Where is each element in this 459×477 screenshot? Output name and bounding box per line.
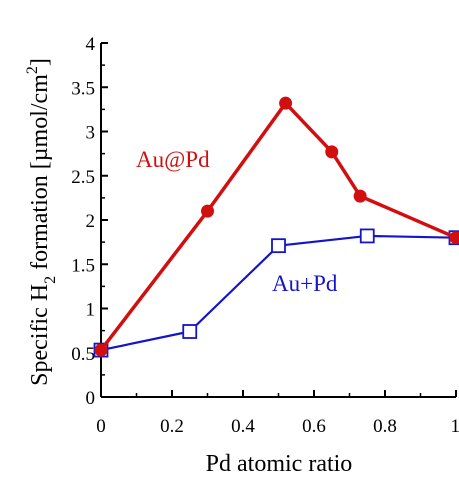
y-tick-label: 2 <box>86 211 96 232</box>
y-title-superscript: 2 <box>24 66 41 74</box>
labels-layer: Au@Pd Au+Pd <box>136 147 338 296</box>
data-point-au-at-pd <box>353 189 367 203</box>
y-title-prefix: Specific H <box>27 284 53 386</box>
data-point-au-plus-pd <box>359 228 375 244</box>
data-point-au-at-pd <box>279 96 293 110</box>
data-point-au-at-pd <box>449 231 459 245</box>
y-tick-label: 3.5 <box>71 78 95 99</box>
x-tick-label: 0 <box>96 416 106 437</box>
data-point-au-at-pd <box>325 145 339 159</box>
y-title-subscript: 2 <box>42 276 59 284</box>
y-title-suffix: ] <box>27 58 53 66</box>
data-point-au-plus-pd <box>271 238 286 254</box>
y-tick-label: 0.5 <box>71 344 95 365</box>
data-point-au-at-pd <box>94 343 108 357</box>
y-tick-label: 1.5 <box>71 255 95 276</box>
series-label-au-plus-pd: Au+Pd <box>272 271 338 296</box>
x-tick-label: 1 <box>451 416 459 437</box>
series-line-au-at-pd <box>99 101 457 352</box>
x-tick-label: 0.4 <box>231 416 255 437</box>
axes: 0 0.5 1 1.5 2 2.5 3 3.5 4 0 0.2 0.4 0.6 0.8 1 <box>71 34 459 437</box>
x-tick-label: 0.6 <box>302 416 326 437</box>
y-axis-title: Specific H2 formation [µmol/cm2] <box>24 58 59 386</box>
y-title-middle: formation [µmol/cm <box>27 74 53 276</box>
y-tick-label: 0 <box>86 388 96 409</box>
series-label-au-at-pd: Au@Pd <box>136 147 210 172</box>
y-tick-label: 4 <box>86 34 96 55</box>
x-tick-label: 0.8 <box>373 416 397 437</box>
x-tick-label: 0.2 <box>160 416 184 437</box>
x-axis-title: Pd atomic ratio <box>206 451 353 477</box>
y-tick-label: 3 <box>86 123 96 144</box>
data-point-au-plus-pd <box>182 324 198 339</box>
data-point-au-at-pd <box>201 204 214 218</box>
series-layer <box>93 96 459 358</box>
y-tick-label: 2.5 <box>71 167 95 188</box>
y-tick-label: 1 <box>86 300 96 321</box>
